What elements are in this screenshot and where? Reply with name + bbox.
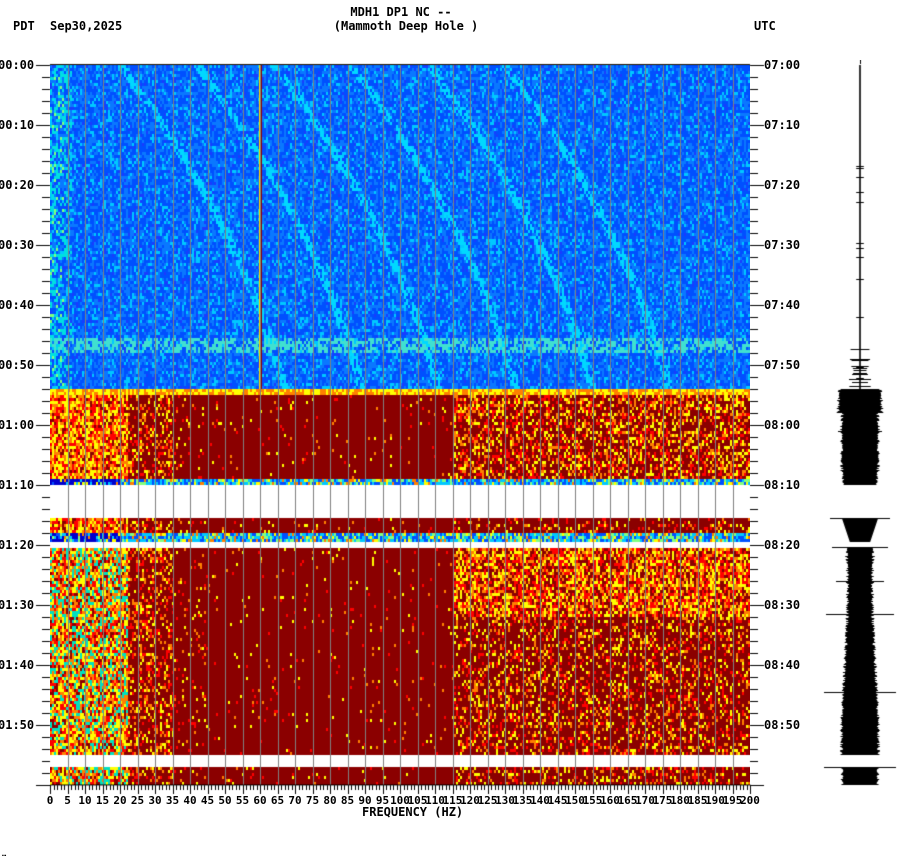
x-tick: 25	[130, 794, 145, 807]
x-tick: 135	[512, 794, 533, 807]
x-tick: 120	[460, 794, 480, 807]
x-tick: 35	[165, 794, 180, 807]
y-tick-right: 08:50	[764, 718, 801, 732]
y-tick-left: 01:30	[0, 598, 35, 612]
y-tick-right: 08:40	[764, 658, 801, 672]
y-tick-right: 07:30	[764, 238, 801, 252]
y-tick-left: 00:00	[0, 58, 35, 72]
x-tick: 0	[46, 794, 54, 807]
y-tick-left: 00:40	[0, 298, 35, 312]
x-tick: 40	[183, 794, 197, 807]
x-tick: 180	[670, 794, 690, 807]
timezone-left-label: PDT	[13, 19, 35, 33]
x-tick: 115	[442, 794, 463, 807]
y-tick-right: 07:40	[764, 298, 801, 312]
y-tick-right: 07:20	[764, 178, 801, 192]
x-tick: 80	[323, 794, 337, 807]
corner-mark: …	[2, 850, 7, 858]
x-tick: 50	[218, 794, 232, 807]
x-tick: 195	[722, 794, 743, 807]
y-tick-right: 08:20	[764, 538, 801, 552]
x-tick: 130	[495, 794, 515, 807]
x-tick: 15	[95, 794, 110, 807]
x-tick: 125	[477, 794, 498, 807]
y-tick-left: 00:50	[0, 358, 35, 372]
x-tick: 70	[288, 794, 302, 807]
x-tick: 165	[617, 794, 638, 807]
y-tick-left: 01:40	[0, 658, 35, 672]
x-tick: 65	[270, 794, 285, 807]
x-tick: 60	[253, 794, 267, 807]
y-tick-left: 00:20	[0, 178, 35, 192]
date-label: Sep30,2025	[50, 19, 123, 33]
y-tick-left: 00:30	[0, 238, 35, 252]
x-axis-title: FREQUENCY (HZ)	[362, 805, 464, 819]
x-tick: 145	[547, 794, 568, 807]
y-tick-right: 07:00	[764, 58, 801, 72]
x-tick: 170	[635, 794, 655, 807]
x-tick: 140	[530, 794, 550, 807]
x-tick: 175	[652, 794, 673, 807]
x-tick: 110	[425, 794, 445, 807]
y-tick-left: 01:00	[0, 418, 35, 432]
x-tick: 95	[375, 794, 390, 807]
spectrogram-plot	[50, 65, 750, 785]
x-tick: 30	[148, 794, 162, 807]
y-tick-right: 08:00	[764, 418, 801, 432]
y-tick-right: 07:10	[764, 118, 801, 132]
chart-title-station: MDH1 DP1 NC --	[350, 5, 452, 19]
x-tick: 150	[565, 794, 585, 807]
y-tick-left: 01:20	[0, 538, 35, 552]
x-tick: 75	[305, 794, 320, 807]
x-tick: 55	[235, 794, 250, 807]
seismogram-trace	[820, 60, 900, 790]
x-tick: 10	[78, 794, 92, 807]
y-tick-right: 07:50	[764, 358, 801, 372]
x-tick: 155	[582, 794, 603, 807]
x-tick: 185	[687, 794, 708, 807]
x-tick: 160	[600, 794, 620, 807]
y-tick-left: 01:50	[0, 718, 35, 732]
y-tick-left: 00:10	[0, 118, 35, 132]
y-tick-left: 01:10	[0, 478, 35, 492]
x-tick: 20	[113, 794, 127, 807]
x-tick: 190	[705, 794, 725, 807]
y-tick-right: 08:30	[764, 598, 801, 612]
x-tick: 100	[390, 794, 410, 807]
x-tick: 5	[64, 794, 71, 807]
x-tick: 85	[340, 794, 355, 807]
timezone-right-label: UTC	[754, 19, 776, 33]
x-tick: 105	[407, 794, 428, 807]
y-tick-right: 08:10	[764, 478, 801, 492]
x-tick: 200	[740, 794, 760, 807]
x-tick: 90	[358, 794, 372, 807]
x-tick: 45	[200, 794, 215, 807]
